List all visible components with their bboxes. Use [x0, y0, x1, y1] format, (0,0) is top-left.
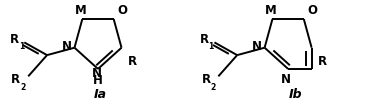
Text: R: R — [318, 55, 327, 68]
Text: R: R — [10, 33, 19, 46]
Text: O: O — [118, 4, 128, 17]
Text: 1: 1 — [19, 42, 24, 51]
Text: M: M — [265, 4, 276, 17]
Text: N: N — [62, 40, 72, 53]
Text: 2: 2 — [211, 83, 216, 92]
Text: M: M — [75, 4, 87, 17]
Text: N: N — [281, 73, 291, 86]
Text: Ia: Ia — [93, 88, 107, 101]
Text: N: N — [92, 67, 102, 80]
Text: O: O — [308, 4, 318, 17]
Text: R: R — [200, 33, 209, 46]
Text: R: R — [11, 73, 20, 86]
Text: 1: 1 — [209, 42, 214, 51]
Text: H: H — [93, 74, 103, 87]
Text: R: R — [201, 73, 211, 86]
Text: N: N — [252, 40, 262, 53]
Text: Ib: Ib — [289, 88, 303, 101]
Text: 2: 2 — [20, 83, 25, 92]
Text: R: R — [127, 55, 136, 68]
